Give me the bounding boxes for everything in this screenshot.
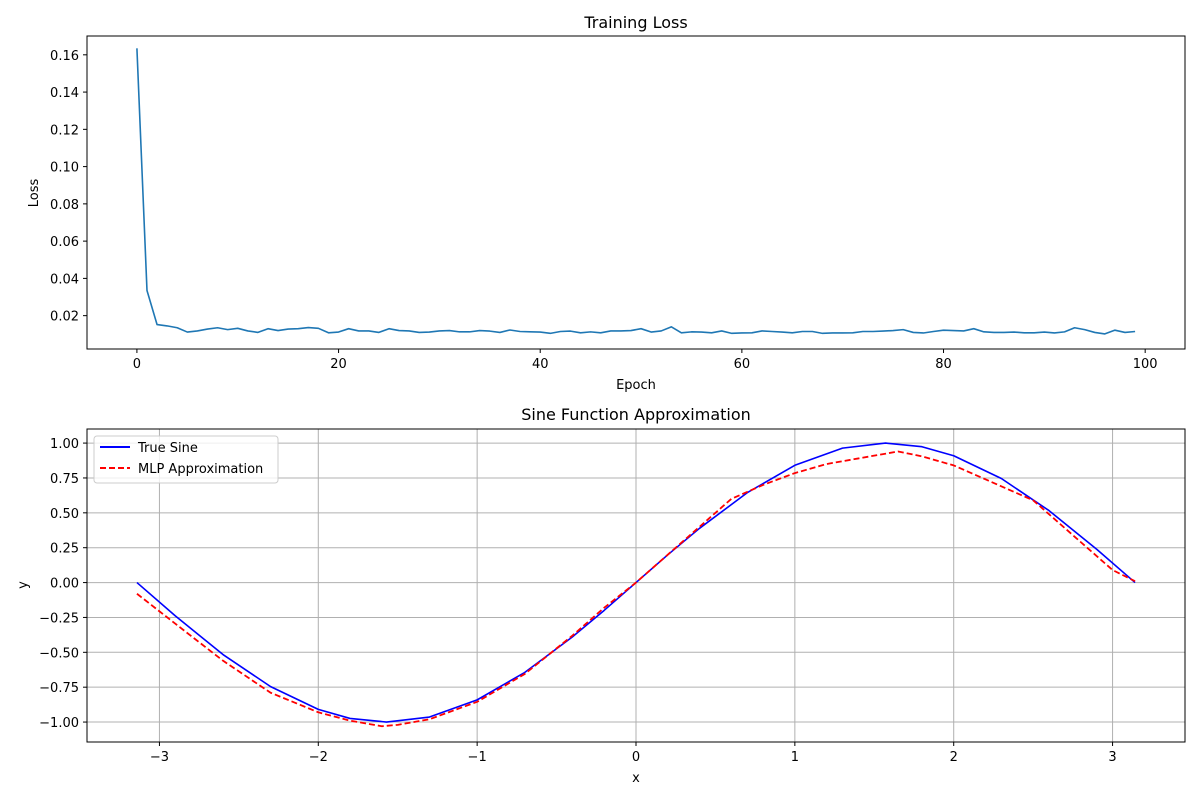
x-tick-label: −1 bbox=[468, 750, 487, 765]
y-tick-label: 0.25 bbox=[50, 542, 79, 557]
x-ticks: −3 −2 −1 0 1 2 3 bbox=[150, 742, 1117, 765]
series-line bbox=[136, 48, 1136, 335]
y-ticks: 0.02 0.04 0.06 0.08 0.10 0.12 0.14 0.16 bbox=[50, 49, 87, 325]
y-tick-label: 0.04 bbox=[50, 272, 79, 287]
x-tick-label: 100 bbox=[1133, 357, 1158, 372]
y-tick-label: 0.08 bbox=[50, 198, 79, 213]
y-tick-label: 0.16 bbox=[50, 49, 79, 64]
series-line-mlp-approximation bbox=[136, 450, 1136, 728]
y-tick-label: −0.25 bbox=[39, 611, 79, 626]
training-loss-chart: Training Loss 0 20 40 60 80 100 0.020.040.060… bbox=[27, 13, 1186, 393]
y-tick-label: −0.50 bbox=[39, 646, 79, 661]
y-tick-label: 0.14 bbox=[50, 86, 79, 101]
series-group bbox=[136, 48, 1136, 335]
legend-label-mlp-approximation: MLP Approximation bbox=[138, 462, 263, 477]
y-tick-label: 0.50 bbox=[50, 507, 79, 522]
y-tick-label: 0.06 bbox=[50, 235, 79, 250]
x-tick-label: 20 bbox=[330, 357, 347, 372]
legend-box bbox=[93, 435, 279, 484]
x-tick-label: −3 bbox=[150, 750, 169, 765]
x-ticks: 0 20 40 60 80 100 bbox=[133, 349, 1158, 372]
x-tick-label: 0 bbox=[133, 357, 141, 372]
x-tick-label: 0 bbox=[632, 750, 640, 765]
chart-title: Sine Function Approximation bbox=[521, 405, 751, 424]
legend-label-true-sine: True Sine bbox=[137, 441, 198, 456]
x-tick-label: 80 bbox=[935, 357, 952, 372]
y-ticks: −1.00 −0.75 −0.50 −0.25 0.00 0.25 0.50 0.75 1.00 bbox=[39, 437, 87, 731]
x-tick-label: 2 bbox=[950, 750, 958, 765]
x-tick-label: −2 bbox=[309, 750, 328, 765]
plot-frame bbox=[86, 35, 1186, 350]
y-tick-label: 0.00 bbox=[50, 577, 79, 592]
x-tick-label: 1 bbox=[791, 750, 799, 765]
y-tick-label: −0.75 bbox=[39, 681, 79, 696]
y-tick-label: −1.00 bbox=[39, 716, 79, 731]
x-tick-label: 60 bbox=[734, 357, 751, 372]
sine-approximation-chart: Sine Function Approximation −3 −2 −1 0 1 2 3 −… bbox=[16, 405, 1186, 786]
y-tick-label: 1.00 bbox=[50, 437, 79, 452]
x-axis-label: Epoch bbox=[616, 378, 656, 393]
chart-title: Training Loss bbox=[583, 13, 687, 32]
y-tick-label: 0.02 bbox=[50, 310, 79, 325]
x-axis-label: x bbox=[632, 771, 640, 786]
y-axis-label: y bbox=[16, 581, 31, 589]
y-tick-label: 0.75 bbox=[50, 472, 79, 487]
x-tick-label: 3 bbox=[1108, 750, 1116, 765]
legend: True Sine MLP Approximation bbox=[93, 435, 279, 484]
x-tick-label: 40 bbox=[532, 357, 549, 372]
series-group bbox=[136, 442, 1136, 728]
y-tick-label: 0.10 bbox=[50, 161, 79, 176]
y-tick-label: 0.12 bbox=[50, 123, 79, 138]
y-axis-label: Loss bbox=[27, 179, 42, 208]
